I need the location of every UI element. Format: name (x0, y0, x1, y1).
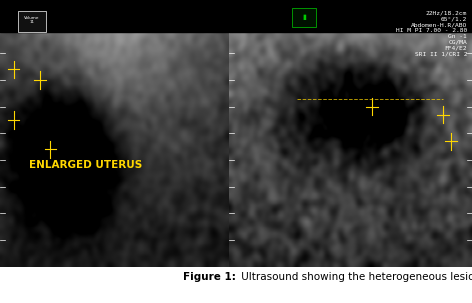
Text: ▮: ▮ (303, 14, 306, 20)
Text: Ultrasound showing the heterogeneous lesion in uterus.: Ultrasound showing the heterogeneous les… (238, 272, 472, 282)
Text: Volume
11: Volume 11 (25, 16, 40, 24)
FancyBboxPatch shape (18, 11, 46, 32)
Text: Figure 1:: Figure 1: (183, 272, 236, 282)
FancyBboxPatch shape (292, 8, 316, 27)
Text: 22Hz/18.2cm
65°/1.2
Abdomen-H.R/ABO
HI M PI 7.00 - 2.80
Gn -1
CG/MA
FF4/E2
SRI I: 22Hz/18.2cm 65°/1.2 Abdomen-H.R/ABO HI M… (396, 11, 467, 56)
Text: ENLARGED UTERUS: ENLARGED UTERUS (29, 160, 143, 170)
